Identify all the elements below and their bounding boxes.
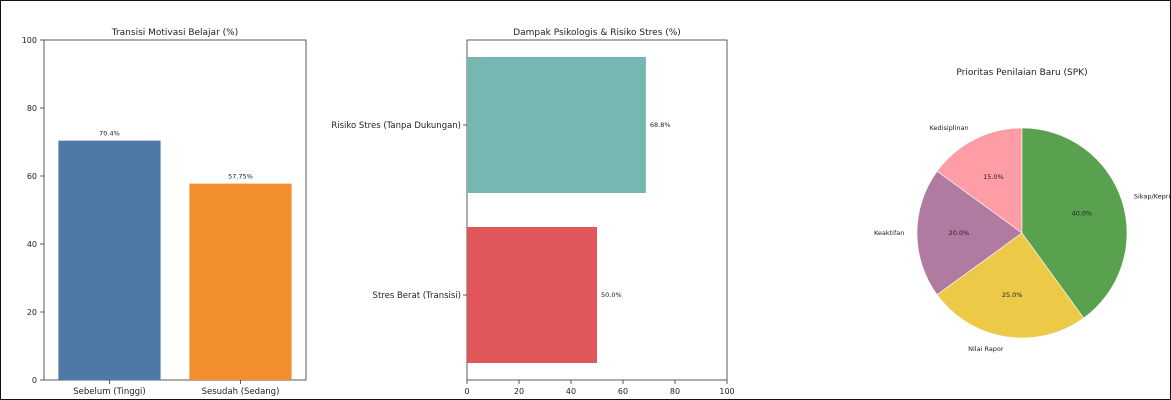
chart1-y-tick-label: 20: [27, 308, 37, 317]
chart1-value-label: 57.75%: [228, 173, 253, 181]
chart1-y-tick-label: 100: [22, 36, 37, 45]
chart1-plot-area: [43, 39, 307, 381]
chart3-percent-label: 15.0%: [983, 173, 1004, 181]
chart3-percent-label: 40.0%: [1072, 210, 1093, 218]
chart2-x-tick-label: 20: [514, 387, 524, 396]
chart2-plot-area: [466, 39, 728, 381]
chart3-slice: [916, 170, 1023, 296]
chart2-value-label: 68.8%: [650, 121, 671, 129]
chart1-category-label: Sesudah (Sedang): [202, 387, 280, 397]
chart2-category-label: Stres Berat (Transisi): [373, 291, 461, 301]
chart2-category-label: Risiko Stres (Tanpa Dukungan): [331, 121, 461, 131]
chart3-percent-label: 25.0%: [1002, 291, 1023, 299]
chart1-y-axis: 0 20 40 60 80 100: [22, 36, 44, 385]
chart1-y-tick-label: 60: [27, 172, 37, 181]
chart3-slice-label: Keaktifan: [874, 229, 904, 237]
chart1-y-tick-label: 40: [27, 240, 37, 249]
chart1-y-tick-label: 80: [27, 104, 37, 113]
chart1-x-axis: Sebelum (Tinggi) Sesudah (Sedang): [73, 380, 279, 397]
chart3-slice: [936, 232, 1085, 339]
assessment-pie-chart: Prioritas Penilaian Baru (SPK) 15.0% Kedi…: [874, 68, 1171, 353]
chart1-bar: [189, 183, 292, 380]
chart2-value-label: 50.0%: [601, 291, 622, 299]
chart2-x-tick-label: 80: [670, 387, 680, 396]
chart2-x-tick-label: 40: [566, 387, 576, 396]
chart3-title: Prioritas Penilaian Baru (SPK): [956, 68, 1087, 78]
chart1-category-label: Sebelum (Tinggi): [73, 387, 145, 397]
chart3-percent-label: 20.0%: [949, 229, 970, 237]
chart1-bar: [58, 140, 161, 380]
chart1-bars: 70.4% 57.75%: [58, 130, 292, 380]
chart2-x-tick-label: 60: [618, 387, 628, 396]
chart2-x-axis: 0 20 40 60 80 100: [464, 380, 735, 396]
chart2-title: Dampak Psikologis & Risiko Stres (%): [513, 28, 681, 38]
chart2-bars: 68.8% 50.0%: [467, 57, 671, 363]
stress-bar-chart: Dampak Psikologis & Risiko Stres (%) 0 20…: [331, 28, 734, 396]
chart1-y-tick-label: 0: [32, 376, 37, 385]
chart2-x-tick-label: 0: [464, 387, 469, 396]
chart2-x-tick-label: 100: [719, 387, 734, 396]
chart2-bar: [467, 227, 597, 363]
chart1-value-label: 70.4%: [99, 130, 120, 138]
chart3-slice-label: Sikap/Kepribadian: [1134, 193, 1171, 201]
chart3-slice-label: Kedisiplinan: [930, 124, 969, 132]
chart3-slice: [1021, 127, 1128, 319]
chart2-bar: [467, 57, 646, 193]
chart3-slice: [936, 127, 1023, 234]
chart2-y-axis: Risiko Stres (Tanpa Dukungan) Stres Berat…: [331, 121, 467, 301]
chart3-labels: 15.0% Kedisiplinan 20.0% Keaktifan 25.0% Nila…: [874, 124, 1171, 353]
motivation-bar-chart: Transisi Motivasi Belajar (%) 0 20 40 60 80 1…: [22, 28, 307, 397]
chart1-title: Transisi Motivasi Belajar (%): [111, 28, 238, 38]
chart3-slice-label: Nilai Rapor: [968, 345, 1004, 353]
chart3-slices: [916, 127, 1128, 339]
